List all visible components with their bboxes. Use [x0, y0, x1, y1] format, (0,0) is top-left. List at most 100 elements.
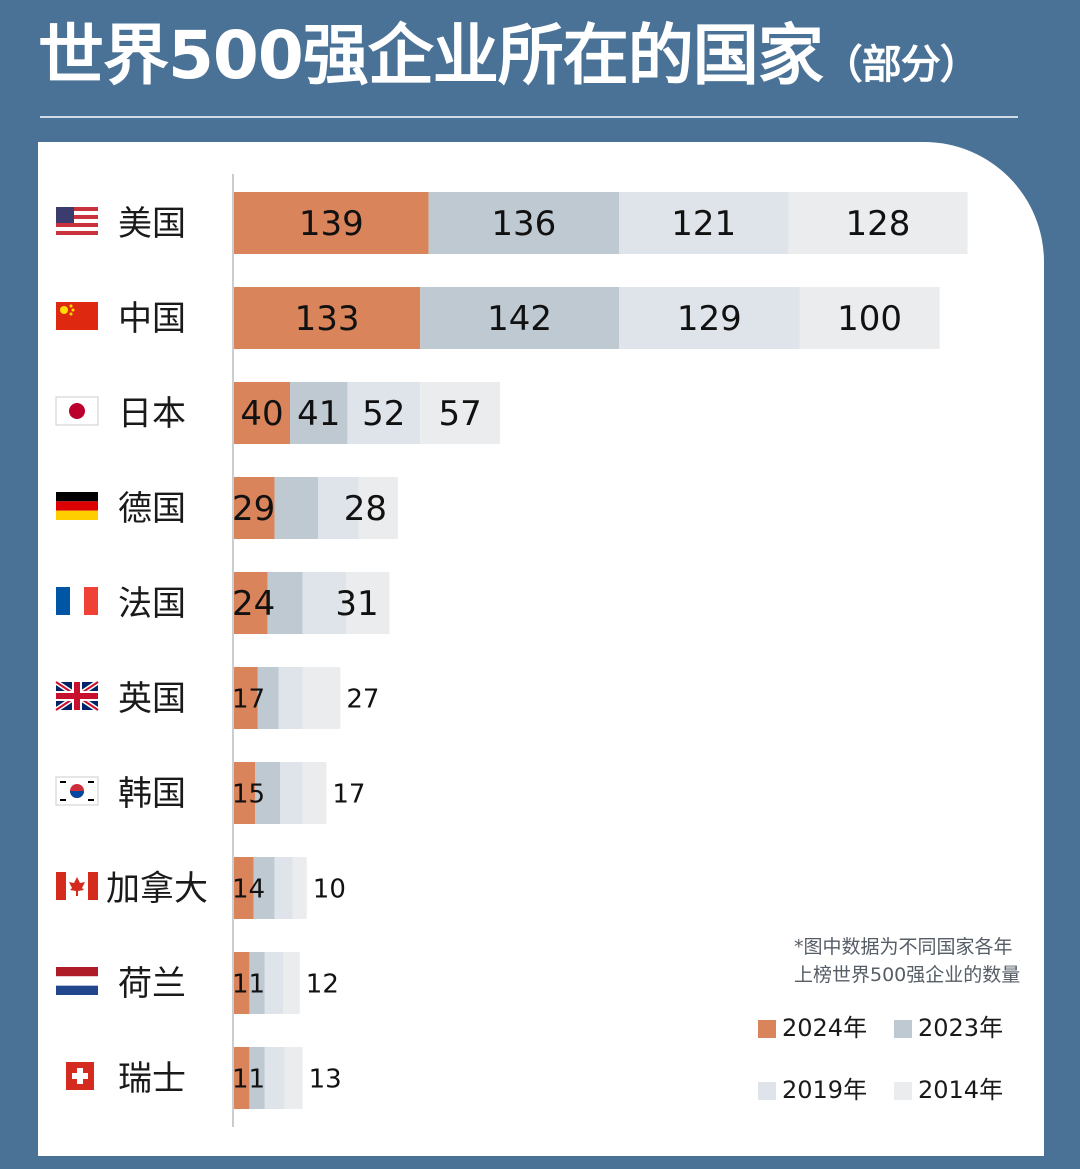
jp-flag-icon	[55, 396, 99, 426]
bar-segment-2023	[420, 287, 619, 349]
gb-flag-icon	[54, 679, 100, 713]
bar-segment-2023	[267, 572, 303, 634]
bar-segment-2024	[234, 572, 268, 634]
title-divider	[40, 116, 1018, 118]
bar-segment-2014	[346, 572, 390, 634]
data-label: 31	[335, 584, 378, 624]
country-label: 美国	[118, 204, 186, 244]
country-label: 韩国	[118, 774, 186, 814]
bar-segment-2024	[234, 287, 421, 349]
ch-flag-icon	[66, 1062, 94, 1090]
bar-segment-2023	[249, 1047, 265, 1109]
legend-item-2019: 2019年	[758, 1070, 867, 1105]
bar-segment-2024	[234, 477, 275, 539]
legend-label: 2023年	[918, 1014, 1004, 1042]
data-label: 133	[295, 299, 360, 339]
chart-panel: 美国 139 136 121 128 中国 133 142 129 100 日本 40 41 52 57 德国…	[38, 142, 1044, 1156]
legend-item-2023: 2023年	[894, 1008, 1003, 1043]
ca-flag-icon	[56, 872, 98, 900]
footnote-line-1: *图中数据为不同国家各年	[794, 936, 1013, 958]
bar-segment-2024	[234, 382, 290, 444]
bar-segment-2019	[274, 857, 293, 919]
country-label: 中国	[118, 299, 186, 339]
country-label: 英国	[118, 679, 186, 719]
data-label: 28	[344, 489, 387, 529]
bar-segment-2024	[234, 857, 254, 919]
data-label: 128	[846, 204, 911, 244]
data-label: 11	[232, 969, 265, 999]
country-label: 加拿大	[106, 869, 208, 909]
data-label: 139	[299, 204, 364, 244]
data-label: 142	[487, 299, 552, 339]
legend-swatch	[758, 1020, 776, 1038]
data-label: 17	[232, 684, 265, 714]
data-label: 57	[438, 394, 481, 434]
bar-segment-2019	[280, 762, 303, 824]
bar-segment-2014	[420, 382, 500, 444]
legend-swatch	[894, 1020, 912, 1038]
data-label: 12	[306, 969, 339, 999]
bar-segment-2019	[264, 1047, 285, 1109]
data-label: 14	[232, 874, 265, 904]
data-label: 27	[346, 684, 379, 714]
bar-segment-2023	[290, 382, 348, 444]
country-label: 德国	[118, 489, 186, 529]
data-label: 129	[677, 299, 742, 339]
bar-segment-2023	[274, 477, 318, 539]
data-label: 52	[362, 394, 405, 434]
bar-segment-2023	[255, 762, 281, 824]
bar-segment-2019	[347, 382, 421, 444]
data-label: 10	[313, 874, 346, 904]
bar-segment-2014	[302, 667, 341, 729]
bar-segment-2019	[302, 572, 346, 634]
legend-item-2024: 2024年	[758, 1008, 867, 1043]
nl-flag-icon	[56, 967, 98, 995]
bar-segment-2019	[619, 192, 789, 254]
data-label: 100	[837, 299, 902, 339]
data-label: 24	[232, 584, 275, 624]
bar-segment-2023	[428, 192, 619, 254]
legend-swatch	[894, 1082, 912, 1100]
country-label: 荷兰	[118, 964, 186, 1004]
bar-segment-2014	[788, 192, 968, 254]
data-label: 136	[491, 204, 556, 244]
country-label: 法国	[118, 584, 186, 624]
title-subtitle: （部分）	[822, 42, 980, 88]
de-flag-icon	[56, 492, 98, 520]
data-label: 41	[297, 394, 340, 434]
bar-segment-2024	[234, 762, 255, 824]
legend-item-2014: 2014年	[894, 1070, 1003, 1105]
bar-segment-2014	[283, 952, 300, 1014]
legend-swatch	[758, 1082, 776, 1100]
data-label: 15	[232, 779, 265, 809]
legend-label: 2014年	[918, 1076, 1004, 1104]
country-label: 瑞士	[118, 1059, 186, 1099]
bar-segment-2014	[284, 1047, 303, 1109]
bar-segment-2019	[264, 952, 283, 1014]
data-label: 13	[309, 1064, 342, 1094]
data-label: 121	[671, 204, 736, 244]
bar-segment-2019	[619, 287, 800, 349]
bar-segment-2014	[292, 857, 307, 919]
bar-segment-2014	[302, 762, 327, 824]
data-label: 40	[240, 394, 283, 434]
bar-segment-2024	[234, 192, 429, 254]
bar-segment-2019	[278, 667, 303, 729]
us-flag-icon	[56, 207, 98, 235]
data-label: 29	[232, 489, 275, 529]
cn-flag-icon	[56, 302, 98, 330]
data-label: 11	[232, 1064, 265, 1094]
bar-segment-2023	[249, 952, 265, 1014]
fr-flag-icon	[56, 587, 98, 615]
chart-title: 世界500强企业所在的国家（部分）	[38, 10, 980, 111]
title-main: 世界500强企业所在的国家	[38, 17, 824, 94]
bar-segment-2024	[234, 952, 250, 1014]
bar-segment-2014	[799, 287, 940, 349]
legend-label: 2024年	[782, 1014, 868, 1042]
data-label: 17	[332, 779, 365, 809]
bar-segment-2023	[257, 667, 279, 729]
footnote-line-2: 上榜世界500强企业的数量	[794, 964, 1021, 986]
bar-segment-2024	[234, 1047, 250, 1109]
bar-segment-2023	[253, 857, 275, 919]
